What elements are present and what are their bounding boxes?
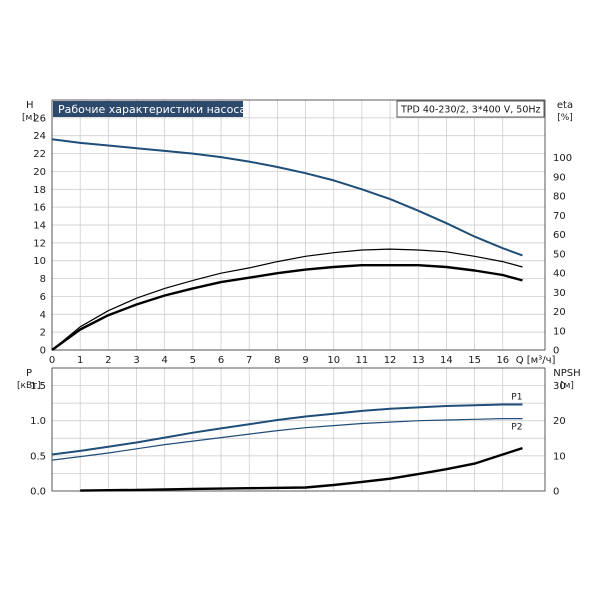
- npsh-axis-label-unit: [м]: [560, 381, 574, 391]
- y2-tick-label: 70: [553, 211, 566, 222]
- head-plot-frame: [51, 99, 546, 351]
- y-tick-label: 10: [33, 256, 46, 267]
- x-tick-label: 13: [412, 355, 425, 366]
- head-curve: [51, 138, 523, 257]
- y2-tick-label: 80: [553, 192, 566, 203]
- x-tick-label: 11: [356, 355, 369, 366]
- y-tick-label: 0: [40, 346, 46, 357]
- y-tick-label: 24: [33, 131, 46, 142]
- chart-title: Рабочие характеристики насоса: [58, 103, 246, 116]
- y-tick-label: 2: [40, 328, 46, 339]
- y2-tick-label: 30: [553, 381, 566, 392]
- x-tick-label: 6: [218, 355, 224, 366]
- y-tick-label: 16: [33, 203, 46, 214]
- y-tick-label: 22: [33, 149, 46, 160]
- npsh-axis-label-name: NPSH: [553, 368, 580, 379]
- y-tick-label: 26: [33, 113, 46, 124]
- series-label-p1: P1: [511, 393, 522, 403]
- y2-tick-label: 100: [553, 153, 572, 164]
- y-tick-label: 0.0: [30, 487, 46, 498]
- npsh-curve: [80, 446, 523, 492]
- model-box: [396, 100, 545, 118]
- y2-axis-label-unit: [%]: [557, 113, 573, 123]
- x-tick-label: 5: [190, 355, 196, 366]
- y2-axis-label-name: eta: [557, 100, 573, 111]
- head-efficiency-plot: [51, 99, 546, 351]
- x-tick-label: 10: [327, 355, 340, 366]
- y-tick-label: 4: [40, 310, 46, 321]
- x-tick-label: 15: [468, 355, 481, 366]
- x-tick-label: 1: [77, 355, 83, 366]
- model-label: TPD 40-230/2, 3*400 V, 50Hz: [400, 105, 541, 116]
- series-label-p2: P2: [511, 423, 522, 433]
- x-tick-label: 14: [440, 355, 453, 366]
- power-axis-label-unit: [кВт]: [17, 381, 41, 391]
- y-tick-label: 1.0: [30, 416, 46, 427]
- y-tick-label: 1.5: [30, 381, 46, 392]
- y-tick-label: 14: [33, 221, 46, 232]
- y2-tick-label: 0: [553, 346, 559, 357]
- x-tick-label: 2: [105, 355, 111, 366]
- y-tick-label: 6: [40, 292, 46, 303]
- y2-tick-label: 20: [553, 416, 566, 427]
- efficiency-curve-lower: [51, 264, 523, 351]
- power-npsh-plot: [51, 367, 546, 492]
- x-tick-label: 7: [246, 355, 252, 366]
- y2-tick-label: 40: [553, 269, 566, 280]
- x-tick-label: 0: [49, 355, 55, 366]
- y2-tick-label: 0: [553, 487, 559, 498]
- title-box: [53, 101, 243, 117]
- y-tick-label: 12: [33, 238, 46, 249]
- x-tick-label: 3: [133, 355, 139, 366]
- x-tick-label: 8: [274, 355, 280, 366]
- y-tick-label: 8: [40, 274, 46, 285]
- x-tick-label: 4: [161, 355, 167, 366]
- power-plot-background: [52, 368, 545, 491]
- x-axis-label: Q [м³/ч]: [516, 355, 556, 366]
- y2-tick-label: 20: [553, 307, 566, 318]
- y2-tick-label: 50: [553, 249, 566, 260]
- y-tick-label: 0.5: [30, 451, 46, 462]
- x-tick-label: 16: [496, 355, 509, 366]
- x-tick-label: 12: [384, 355, 397, 366]
- efficiency-curve-upper: [51, 248, 523, 351]
- x-tick-label: 9: [302, 355, 308, 366]
- y2-tick-label: 90: [553, 172, 566, 183]
- y2-tick-label: 10: [553, 451, 566, 462]
- power-axis-label-name: P: [26, 368, 32, 379]
- y2-tick-label: 60: [553, 230, 566, 241]
- y-tick-label: 18: [33, 185, 46, 196]
- power-p1-curve: [51, 403, 523, 456]
- power-p2-curve: [51, 418, 523, 461]
- power-plot-frame: [51, 367, 546, 492]
- y-tick-label: 20: [33, 167, 46, 178]
- y2-tick-label: 10: [553, 326, 566, 337]
- y-axis-label-name: H: [26, 100, 34, 111]
- y-axis-label-unit: [м]: [22, 113, 36, 123]
- y2-tick-label: 30: [553, 288, 566, 299]
